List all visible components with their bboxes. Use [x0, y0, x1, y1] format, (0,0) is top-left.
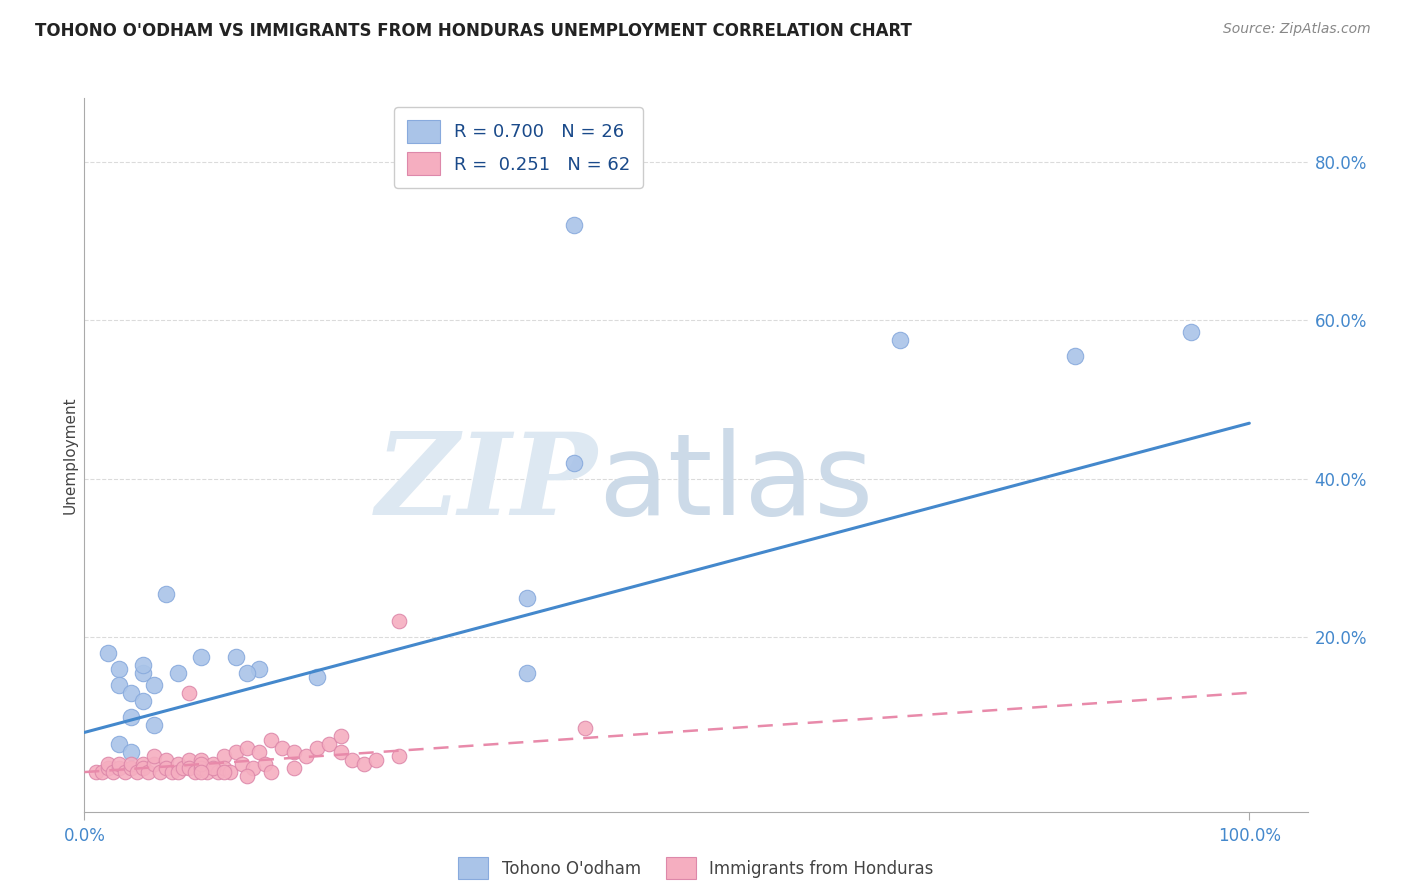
- Point: [138, 765, 160, 780]
- Point: [90, 765, 112, 780]
- Point: [247, 745, 270, 759]
- Point: [201, 761, 224, 775]
- Point: [155, 753, 177, 767]
- Point: [562, 456, 585, 470]
- Point: [97, 757, 120, 772]
- Point: [131, 761, 153, 775]
- Point: [307, 670, 329, 684]
- Point: [179, 686, 201, 700]
- Point: [103, 765, 125, 780]
- Point: [329, 745, 352, 759]
- Point: [212, 761, 235, 775]
- Point: [353, 757, 375, 772]
- Point: [247, 662, 270, 676]
- Point: [236, 665, 259, 680]
- Point: [260, 733, 283, 747]
- Point: [364, 753, 387, 767]
- Point: [562, 218, 585, 232]
- Point: [190, 757, 212, 772]
- Point: [97, 761, 120, 775]
- Point: [212, 749, 235, 764]
- Point: [143, 757, 166, 772]
- Point: [120, 709, 142, 723]
- Point: [225, 650, 247, 665]
- Point: [195, 765, 218, 780]
- Point: [149, 765, 172, 780]
- Point: [516, 591, 538, 605]
- Point: [114, 765, 136, 780]
- Point: [131, 658, 153, 673]
- Point: [179, 761, 201, 775]
- Point: [120, 757, 142, 772]
- Point: [108, 662, 131, 676]
- Point: [388, 615, 411, 629]
- Legend: Tohono O'odham, Immigrants from Honduras: Tohono O'odham, Immigrants from Honduras: [451, 851, 941, 886]
- Point: [253, 757, 276, 772]
- Text: ZIP: ZIP: [377, 428, 598, 539]
- Point: [260, 765, 283, 780]
- Point: [120, 686, 142, 700]
- Point: [131, 694, 153, 708]
- Point: [120, 745, 142, 759]
- Point: [184, 765, 207, 780]
- Point: [143, 678, 166, 692]
- Point: [108, 737, 131, 751]
- Point: [212, 765, 235, 780]
- Point: [143, 749, 166, 764]
- Point: [225, 745, 247, 759]
- Point: [219, 765, 242, 780]
- Point: [236, 769, 259, 783]
- Point: [207, 765, 229, 780]
- Point: [172, 761, 194, 775]
- Point: [516, 665, 538, 680]
- Point: [108, 761, 131, 775]
- Point: [84, 765, 107, 780]
- Point: [242, 761, 264, 775]
- Point: [166, 757, 188, 772]
- Point: [283, 745, 305, 759]
- Point: [271, 741, 294, 756]
- Point: [190, 753, 212, 767]
- Point: [166, 665, 188, 680]
- Point: [131, 757, 153, 772]
- Y-axis label: Unemployment: Unemployment: [62, 396, 77, 514]
- Point: [108, 678, 131, 692]
- Point: [190, 650, 212, 665]
- Point: [1063, 349, 1085, 363]
- Point: [120, 761, 142, 775]
- Point: [231, 757, 253, 772]
- Point: [125, 765, 148, 780]
- Point: [155, 587, 177, 601]
- Point: [283, 761, 305, 775]
- Point: [307, 741, 329, 756]
- Point: [1180, 325, 1202, 339]
- Point: [131, 665, 153, 680]
- Text: TOHONO O'ODHAM VS IMMIGRANTS FROM HONDURAS UNEMPLOYMENT CORRELATION CHART: TOHONO O'ODHAM VS IMMIGRANTS FROM HONDUR…: [35, 22, 912, 40]
- Point: [190, 761, 212, 775]
- Point: [201, 757, 224, 772]
- Point: [143, 717, 166, 731]
- Point: [294, 749, 316, 764]
- Point: [329, 730, 352, 744]
- Point: [166, 765, 188, 780]
- Point: [889, 333, 911, 347]
- Point: [236, 741, 259, 756]
- Point: [108, 757, 131, 772]
- Point: [318, 737, 340, 751]
- Point: [179, 753, 201, 767]
- Point: [342, 753, 364, 767]
- Point: [155, 761, 177, 775]
- Point: [160, 765, 183, 780]
- Text: atlas: atlas: [598, 428, 873, 539]
- Point: [574, 722, 596, 736]
- Point: [190, 765, 212, 780]
- Point: [97, 646, 120, 660]
- Point: [388, 749, 411, 764]
- Text: Source: ZipAtlas.com: Source: ZipAtlas.com: [1223, 22, 1371, 37]
